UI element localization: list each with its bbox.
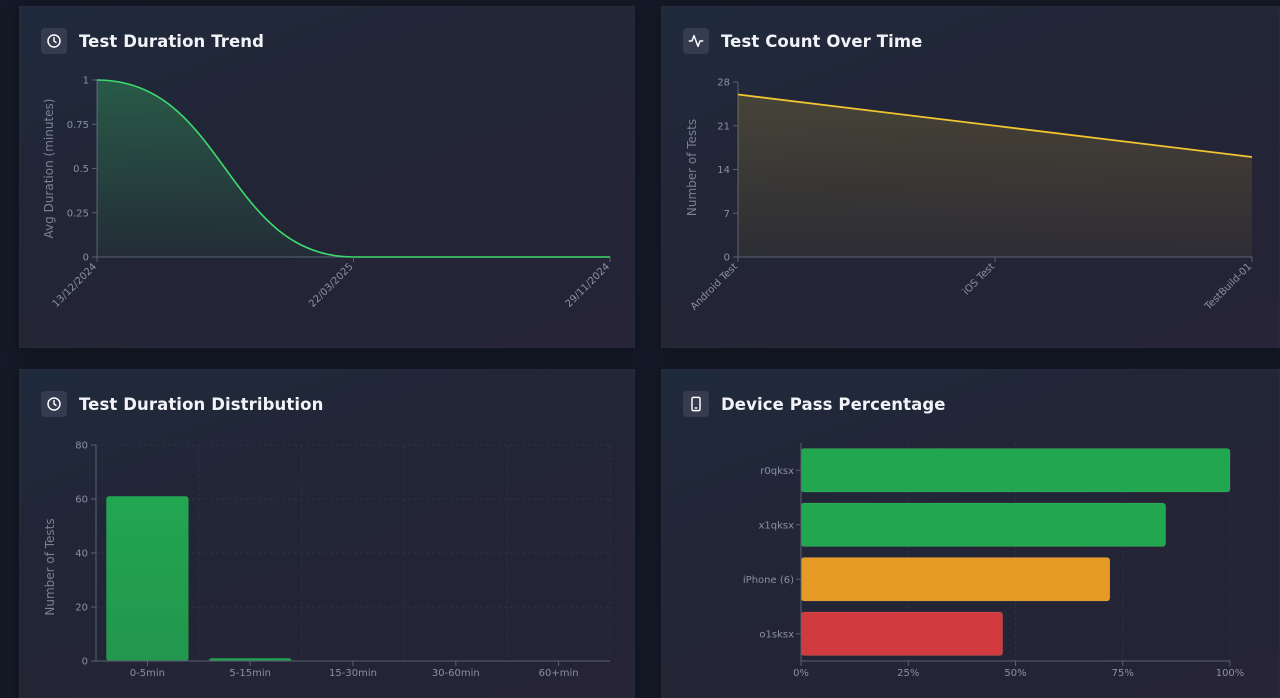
trend-line	[96, 79, 610, 258]
duration-bar	[209, 658, 292, 661]
x-tick-label: 13/12/2024	[51, 261, 100, 310]
y-tick-label: 28	[717, 78, 730, 89]
x-tick-label: iOS Test	[961, 261, 997, 297]
y-tick-label: x1qksx	[758, 520, 794, 531]
x-tick-label: 25%	[897, 668, 919, 679]
count-over-time-card: Test Count Over Time 0 7 14 21 28 Android Tes…	[661, 6, 1280, 348]
x-tick-label: TestBuild-01	[1202, 261, 1254, 313]
device-bar	[800, 447, 1231, 493]
device-pass-card: Device Pass Percentage 0% 25% 50% 75% 100% r0…	[661, 369, 1280, 698]
duration-trend-chart: 0 0.25 0.5 0.75 1 13/12/2024 22/03/2025 29/11/2…	[42, 76, 613, 310]
duration-trend-card: Test Duration Trend 0 0.25 0.5 0.75 1 13/12/2…	[19, 6, 635, 348]
x-tick-label: 22/03/2025	[307, 261, 356, 310]
smartphone-icon	[683, 391, 709, 417]
x-tick-label: 29/11/2024	[564, 261, 613, 310]
x-tick-label: 30-60min	[432, 668, 480, 679]
duration-trend-header: Test Duration Trend	[41, 28, 264, 54]
y-tick-label: 14	[717, 165, 730, 176]
device-pass-title: Device Pass Percentage	[721, 394, 946, 414]
device-bar	[800, 502, 1167, 548]
area-fill	[97, 80, 610, 257]
device-pass-header: Device Pass Percentage	[683, 391, 946, 417]
y-tick-label: 0	[724, 253, 730, 264]
activity-icon	[683, 28, 709, 54]
x-tick-label: 15-30min	[329, 668, 377, 679]
y-axis-title: Avg Duration (minutes)	[42, 99, 56, 239]
duration-distribution-title: Test Duration Distribution	[79, 394, 324, 414]
x-tick-label: 60+min	[539, 668, 579, 679]
x-tick-label: 5-15min	[229, 668, 271, 679]
count-over-time-title: Test Count Over Time	[721, 31, 923, 51]
y-tick-label: o1sksx	[759, 629, 794, 640]
y-tick-label: 80	[75, 441, 88, 452]
device-bar	[800, 611, 1004, 657]
y-tick-label: 1	[83, 76, 89, 87]
y-tick-label: 21	[717, 121, 730, 132]
area-fill	[738, 94, 1252, 257]
x-tick-label: 0-5min	[130, 668, 165, 679]
y-tick-label: 60	[75, 495, 88, 506]
duration-distribution-header: Test Duration Distribution	[41, 391, 323, 417]
x-tick-label: 100%	[1216, 668, 1245, 679]
y-tick-label: 20	[75, 603, 88, 614]
y-tick-label: 0.5	[73, 164, 89, 175]
y-tick-label: 0	[83, 253, 89, 264]
count-over-time-header: Test Count Over Time	[683, 28, 922, 54]
duration-distribution-chart: 0 20 40 60 80 0-5min 5-15min 15-30min 30-60min 60…	[43, 441, 611, 679]
device-bar	[800, 556, 1111, 602]
clock-icon	[41, 391, 67, 417]
x-tick-label: 50%	[1004, 668, 1026, 679]
y-tick-label: 0.75	[67, 120, 89, 131]
count-line	[737, 93, 1253, 158]
y-axis-title: Number of Tests	[43, 518, 57, 615]
count-over-time-chart: 0 7 14 21 28 Android Test iOS Test TestBuild-01…	[685, 78, 1254, 314]
device-pass-chart: 0% 25% 50% 75% 100% r0qksx x1qksx iPhone (6) o1s…	[743, 443, 1245, 679]
y-tick-label: 40	[75, 549, 88, 560]
x-tick-label: 75%	[1112, 668, 1134, 679]
y-tick-label: 0.25	[67, 208, 89, 219]
y-tick-label: 7	[724, 209, 730, 220]
x-tick-label: 0%	[793, 668, 809, 679]
duration-trend-title: Test Duration Trend	[79, 31, 265, 51]
duration-distribution-card: Test Duration Distribution 0 20 40 60 80 0-5m…	[19, 369, 635, 698]
y-tick-label: iPhone (6)	[743, 575, 794, 586]
y-tick-label: 0	[82, 657, 88, 668]
clock-icon	[41, 28, 67, 54]
x-tick-label: Android Test	[689, 261, 740, 312]
duration-bar	[106, 496, 189, 661]
y-tick-label: r0qksx	[760, 466, 794, 477]
y-axis-title: Number of Tests	[685, 119, 699, 216]
